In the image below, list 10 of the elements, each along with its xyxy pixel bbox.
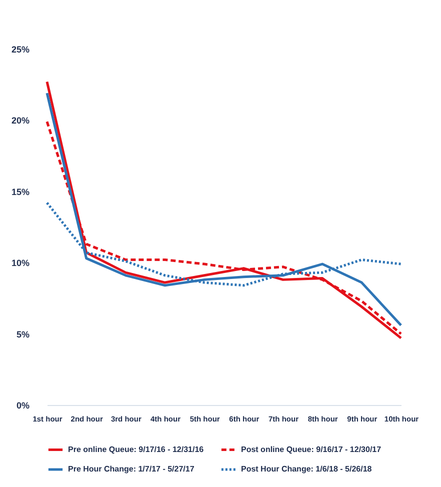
y-tick-label: 5%: [16, 329, 30, 340]
y-tick-label: 25%: [11, 44, 30, 54]
legend-label: Post Hour Change: 1/6/18 - 5/26/18: [241, 464, 372, 474]
y-tick-label: 10%: [11, 258, 30, 268]
y-tick-label: 0%: [16, 400, 30, 410]
y-tick-label: 15%: [11, 186, 30, 197]
legend-label: Post online Queue: 9/16/17 - 12/30/17: [241, 444, 382, 454]
legend-label: Pre Hour Change: 1/7/17 - 5/27/17: [68, 464, 195, 474]
y-tick-label: 20%: [11, 116, 30, 126]
legend-label: Pre online Queue: 9/17/16 - 12/31/16: [68, 444, 204, 454]
